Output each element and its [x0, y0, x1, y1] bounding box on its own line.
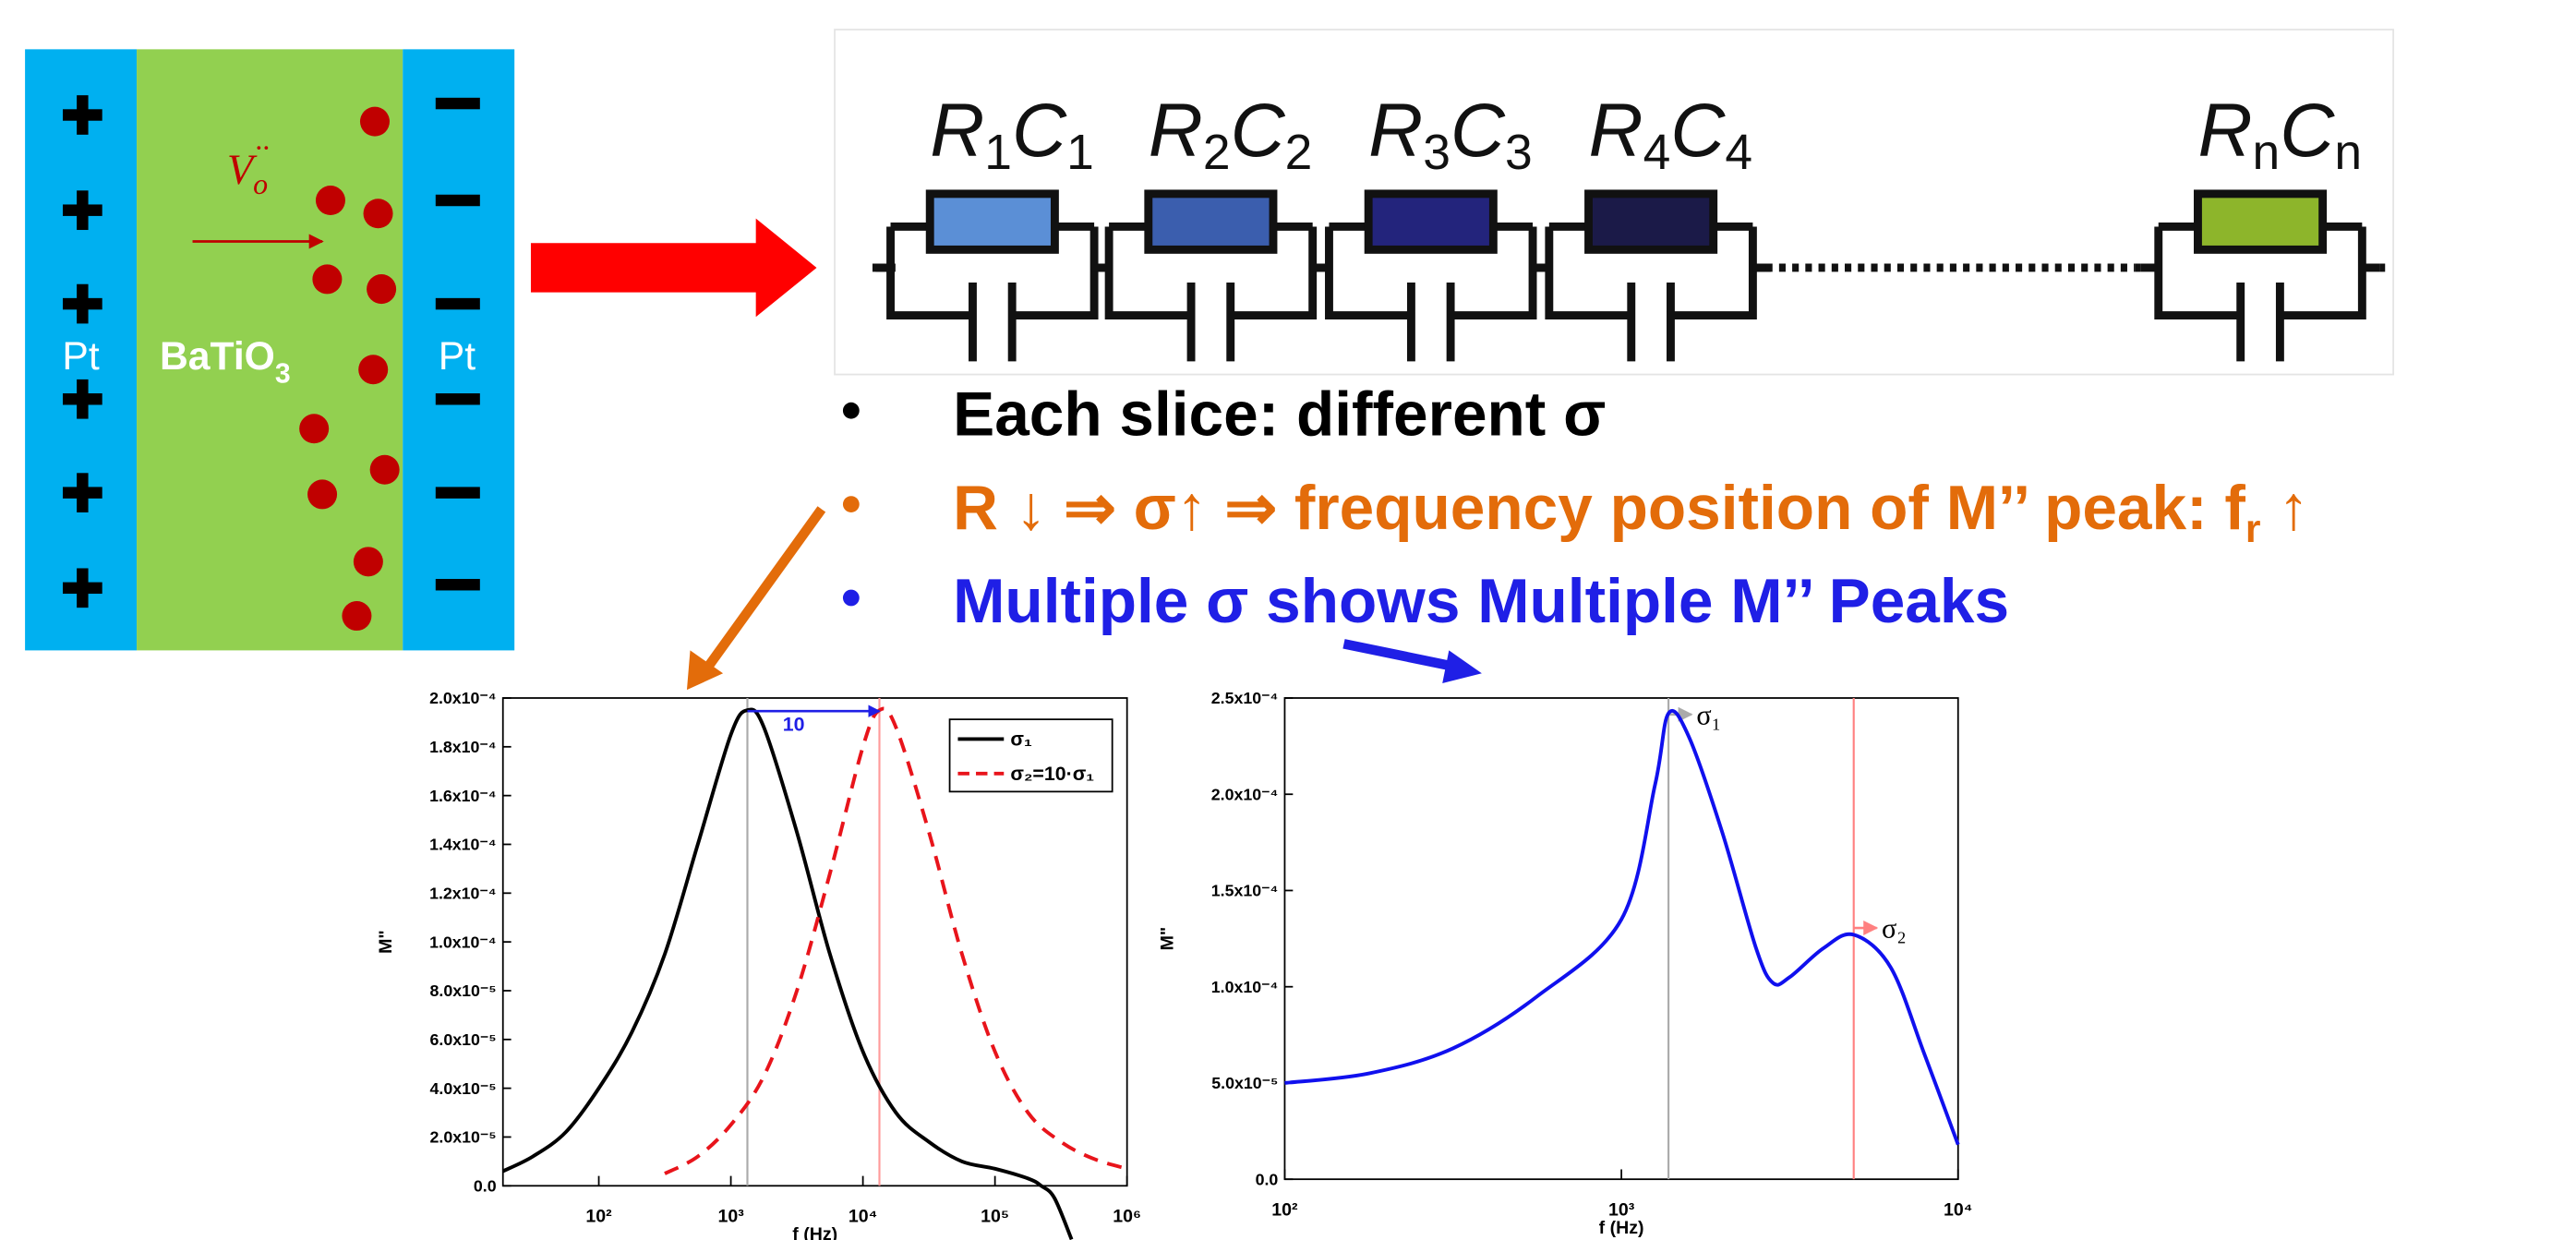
- orange-arrow: [704, 509, 822, 673]
- plus: [77, 473, 88, 512]
- bullet-part: r: [2245, 507, 2261, 551]
- minus: [436, 98, 480, 109]
- device: Vo·· Pt Pt BaTiO3: [25, 49, 514, 650]
- c-label: C: [1451, 89, 1506, 173]
- y-tick-label: 8.0x10⁻⁵: [430, 981, 497, 1000]
- resistor: [1368, 194, 1493, 249]
- bullet-dot: [843, 403, 860, 419]
- r-label: R: [930, 89, 984, 173]
- chart: 0.0 5.0x10⁻⁵ 1.0x10⁻⁴ 1.5x10⁻⁴ 2.0x10⁻⁴ 2.5x1…: [1157, 689, 1972, 1238]
- y-tick-label: 2.0x10⁻⁵: [430, 1128, 497, 1147]
- r-label: R: [1589, 89, 1643, 173]
- x-tick-label: 10⁴: [1944, 1199, 1972, 1220]
- bullet-part: R ↓ ⇒ σ↑ ⇒ frequency position of M’’ pea…: [953, 474, 2245, 543]
- y-tick-label: 0.0: [474, 1177, 497, 1196]
- c-sub: 3: [1505, 126, 1533, 180]
- electrode-label: Pt: [62, 334, 99, 379]
- x-tick-label: 10⁶: [1113, 1206, 1141, 1226]
- plus: [77, 284, 88, 324]
- y-tick-label: 2.0x10⁻⁴: [429, 689, 497, 707]
- y-tick-label: 4.0x10⁻⁵: [430, 1079, 497, 1098]
- y-axis-label: M": [376, 930, 396, 954]
- plus: [77, 568, 88, 608]
- resistor: [1589, 194, 1714, 249]
- c-label: C: [1012, 89, 1067, 173]
- bullet-text: R ↓ ⇒ σ↑ ⇒ frequency position of M’’ pea…: [953, 474, 2309, 551]
- y-tick-label: 1.6x10⁻⁴: [429, 787, 497, 805]
- plot-frame: [1284, 698, 1957, 1179]
- bullet-text: Multiple σ shows Multiple M’’ Peaks: [953, 567, 2009, 636]
- r-label: R: [1368, 89, 1423, 173]
- material-sub: 3: [275, 358, 291, 389]
- material-main: BaTiO: [160, 334, 275, 379]
- x-tick-label: 10⁵: [981, 1206, 1009, 1226]
- page: Vo·· Pt Pt BaTiO3 R1C1R2C2R3C3R4C4RnCn E…: [0, 0, 2576, 1240]
- c-sub: 1: [1066, 126, 1094, 180]
- y-axis-label: M": [1157, 927, 1177, 951]
- annotation: 10: [783, 714, 805, 736]
- y-tick-label: 1.4x10⁻⁴: [429, 836, 497, 854]
- r-sub: 1: [984, 126, 1012, 180]
- x-tick-label: 10²: [1271, 1199, 1298, 1220]
- y-tick-label: 1.8x10⁻⁴: [429, 738, 497, 756]
- minus: [436, 195, 480, 206]
- chart: 0.0 2.0x10⁻⁵ 4.0x10⁻⁵ 6.0x10⁻⁵ 8.0x10⁻⁵ 1.0x1…: [376, 689, 1141, 1240]
- plus: [77, 190, 88, 230]
- resistor: [2197, 194, 2322, 249]
- big-arrow: [531, 219, 817, 318]
- vacancy-sub: o: [253, 167, 268, 200]
- plus: [77, 379, 88, 419]
- legend-label: σ₂=10·σ₁: [1010, 763, 1094, 785]
- x-axis-label: f (Hz): [1599, 1218, 1644, 1238]
- c-label: C: [1670, 89, 1726, 173]
- legend-label: σ₁: [1010, 728, 1032, 751]
- electrode-label: Pt: [439, 334, 475, 379]
- r-label: R: [2197, 89, 2252, 173]
- y-tick-label: 1.5x10⁻⁴: [1211, 882, 1279, 900]
- y-tick-label: 1.2x10⁻⁴: [429, 885, 497, 903]
- y-tick-label: 6.0x10⁻⁵: [430, 1030, 497, 1049]
- c-label: C: [2280, 89, 2335, 173]
- resistor: [930, 194, 1054, 249]
- y-tick-label: 1.0x10⁻⁴: [1211, 978, 1279, 996]
- x-tick-label: 10³: [717, 1206, 744, 1226]
- c-sub: 2: [1285, 126, 1313, 180]
- blue-arrow-head: [1442, 650, 1482, 683]
- minus: [436, 393, 480, 404]
- x-tick-label: 10²: [585, 1206, 612, 1226]
- plus: [77, 95, 88, 135]
- x-tick-label: 10⁴: [849, 1206, 877, 1226]
- minus: [436, 487, 480, 498]
- r-sub: 2: [1203, 126, 1231, 180]
- marker-label: σ₁: [1696, 699, 1721, 730]
- bullet-part: Each slice: different σ: [953, 379, 1606, 449]
- c-sub: 4: [1725, 126, 1752, 180]
- bullet-text: Each slice: different σ: [953, 379, 1606, 449]
- c-sub: n: [2334, 126, 2362, 180]
- charts: 0.0 2.0x10⁻⁵ 4.0x10⁻⁵ 6.0x10⁻⁵ 8.0x10⁻⁵ 1.0x1…: [376, 689, 1973, 1240]
- blue-arrow: [1343, 644, 1455, 667]
- y-tick-label: 1.0x10⁻⁴: [429, 933, 497, 951]
- y-tick-label: 0.0: [1256, 1170, 1279, 1188]
- y-tick-label: 2.0x10⁻⁴: [1211, 785, 1279, 803]
- minus: [436, 298, 480, 309]
- bullet-list: Each slice: different σ R ↓ ⇒ σ↑ ⇒ freque…: [843, 379, 2309, 636]
- marker-label: σ₂: [1882, 913, 1907, 945]
- bullet-dot: [843, 590, 860, 607]
- slide: Vo·· Pt Pt BaTiO3 R1C1R2C2R3C3R4C4RnCn E…: [0, 0, 2576, 1240]
- minus: [436, 579, 480, 590]
- r-label: R: [1149, 89, 1203, 173]
- r-sub: 3: [1423, 126, 1451, 180]
- x-axis-label: f (Hz): [792, 1224, 837, 1240]
- vacancy-sup: ··: [255, 131, 270, 164]
- y-tick-label: 5.0x10⁻⁵: [1211, 1074, 1278, 1092]
- resistor: [1149, 194, 1273, 249]
- c-label: C: [1231, 89, 1286, 173]
- bullet-part: ↑: [2261, 474, 2310, 543]
- bullet-part: Multiple σ shows Multiple M’’ Peaks: [953, 567, 2009, 636]
- bullet-dot: [843, 496, 860, 512]
- r-sub: 4: [1643, 126, 1671, 180]
- y-tick-label: 2.5x10⁻⁴: [1211, 689, 1279, 707]
- r-sub: n: [2253, 126, 2281, 180]
